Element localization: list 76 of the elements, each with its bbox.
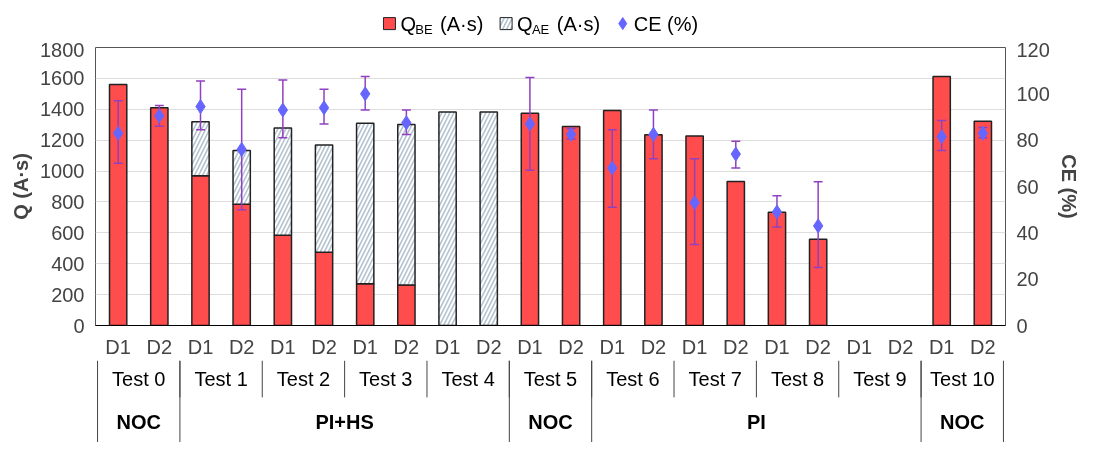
point — [318, 100, 330, 116]
y-tick-label: 1200 — [40, 129, 85, 152]
x-tick-label: D2 — [887, 335, 914, 358]
x-tick-label: D1 — [517, 335, 543, 358]
x-tick-label: D2 — [640, 335, 667, 358]
bar — [520, 112, 540, 326]
text: Test 2 — [276, 367, 331, 390]
x-tick-label: D2 — [311, 335, 337, 358]
text: PI+HS — [315, 411, 374, 433]
x-tick-label: D1 — [764, 335, 790, 358]
text: Test 10 — [930, 367, 995, 390]
y2-tick-label: 120 — [1016, 38, 1050, 61]
text: NOC — [940, 411, 985, 433]
bar — [932, 75, 952, 326]
y-tick-label: 0 — [73, 314, 85, 337]
text: Test 8 — [770, 367, 825, 390]
text: NOC — [116, 411, 161, 433]
y2-tick-label: 40 — [1016, 221, 1039, 244]
point — [524, 116, 536, 132]
y2-tick-label: 0 — [1016, 314, 1028, 337]
bar — [767, 211, 787, 326]
y2-tick-label: 80 — [1016, 129, 1039, 152]
x-tick-label: D1 — [187, 335, 214, 358]
x-tick-label: D2 — [805, 335, 831, 358]
point — [112, 125, 124, 141]
x-tick-label: D1 — [270, 335, 296, 358]
x-tick-label: D1 — [928, 335, 955, 358]
text: Test 7 — [688, 367, 742, 390]
bar — [149, 106, 169, 326]
point — [277, 102, 289, 118]
bar — [644, 134, 663, 326]
text: NOC — [528, 411, 573, 433]
bar — [973, 120, 993, 326]
bar — [561, 125, 581, 326]
x-tick-label: D1 — [599, 335, 626, 358]
y-tick-label: 1600 — [40, 67, 85, 90]
text: Test 5 — [523, 367, 578, 390]
text: Test 4 — [441, 367, 495, 390]
x-tick-label: D2 — [393, 335, 420, 358]
x-tick-label: D1 — [105, 335, 131, 358]
text: Test 9 — [853, 367, 907, 390]
y2-tick-label: 20 — [1016, 268, 1039, 291]
x-tick-label: D2 — [723, 335, 749, 358]
y2-axis-title: CE (%) — [1057, 154, 1080, 219]
y-tick-label: 1400 — [40, 98, 85, 121]
text: Test 3 — [359, 367, 413, 390]
x-tick-label: D1 — [846, 335, 873, 358]
x-tick-label: D1 — [352, 335, 378, 358]
y-axis-title: Q (A·s) — [10, 153, 33, 220]
x-tick-label: D2 — [475, 335, 502, 358]
x-tick-label: D1 — [434, 335, 461, 358]
y-tick-label: 1000 — [40, 160, 85, 183]
text: Test 0 — [112, 367, 166, 390]
legend-label: CE (%) — [633, 12, 699, 35]
text: PI — [746, 411, 766, 433]
bar — [726, 180, 746, 326]
y2-tick-label: 60 — [1016, 175, 1039, 198]
text: Test 1 — [194, 367, 248, 390]
y-tick-label: 600 — [51, 221, 85, 244]
y2-tick-label: 100 — [1016, 82, 1050, 105]
y-tick-label: 400 — [51, 252, 85, 275]
y-tick-label: 200 — [51, 283, 85, 306]
x-tick-label: D2 — [146, 335, 173, 358]
bar — [685, 135, 705, 326]
bar — [808, 238, 828, 326]
x-tick-label: D2 — [228, 335, 255, 358]
y-tick-label: 1800 — [40, 38, 85, 61]
x-tick-label: D2 — [970, 335, 996, 358]
x-tick-label: D1 — [681, 335, 708, 358]
x-tick-label: D2 — [558, 335, 584, 358]
bar — [108, 83, 128, 326]
point — [812, 218, 824, 234]
bar — [602, 109, 622, 326]
text: Test 6 — [606, 367, 660, 390]
y-tick-label: 800 — [51, 190, 85, 213]
point — [771, 204, 783, 220]
